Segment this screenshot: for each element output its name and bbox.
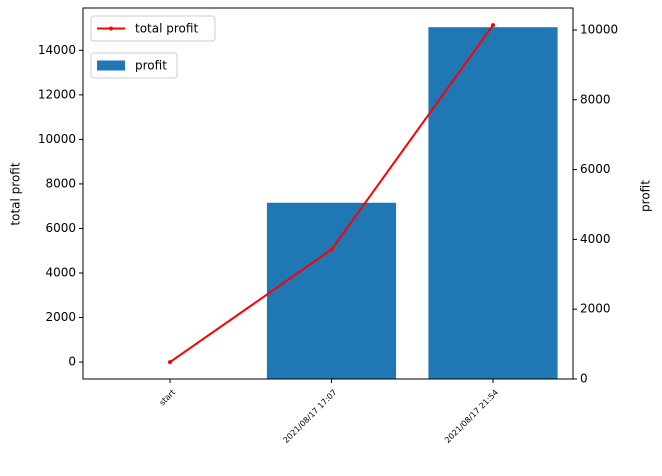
bar	[428, 27, 558, 379]
x-tick-label: start	[158, 388, 178, 408]
y2-tick-label: 2000	[580, 302, 611, 316]
y-tick-label: 10000	[38, 132, 76, 146]
legend-label: total profit	[135, 22, 198, 36]
y2-tick-label: 10000	[580, 22, 618, 36]
y-axis-label: total profit	[9, 162, 23, 225]
line-point	[491, 23, 495, 28]
y2-tick-label: 8000	[580, 92, 611, 106]
legend-swatch	[97, 60, 125, 71]
y-tick-label: 6000	[45, 221, 76, 235]
legend-label: profit	[135, 59, 167, 73]
legend: total profit	[90, 15, 216, 42]
y2-tick-label: 6000	[580, 162, 611, 176]
y2-tick-label: 4000	[580, 232, 611, 246]
x-tick-label: 2021/08/17 17:07	[282, 388, 339, 445]
y-tick-label: 12000	[38, 87, 76, 101]
legend-swatch	[109, 26, 113, 31]
line-point	[329, 247, 334, 252]
legend: profit	[90, 52, 178, 79]
line-point	[168, 360, 172, 365]
y-tick-label: 2000	[45, 310, 76, 324]
plot-frame	[82, 7, 574, 380]
y2-axis-label: profit	[639, 180, 653, 212]
y-tick-label: 14000	[38, 43, 76, 57]
legend-box	[90, 15, 216, 42]
y2-tick-label: 0	[580, 372, 588, 386]
y-tick-label: 0	[68, 355, 76, 369]
x-tick-label: 2021/08/17 21:54	[443, 388, 500, 445]
y-tick-label: 4000	[45, 266, 76, 280]
bar	[266, 202, 397, 379]
legend-box	[90, 52, 178, 79]
y-tick-label: 8000	[45, 176, 76, 190]
